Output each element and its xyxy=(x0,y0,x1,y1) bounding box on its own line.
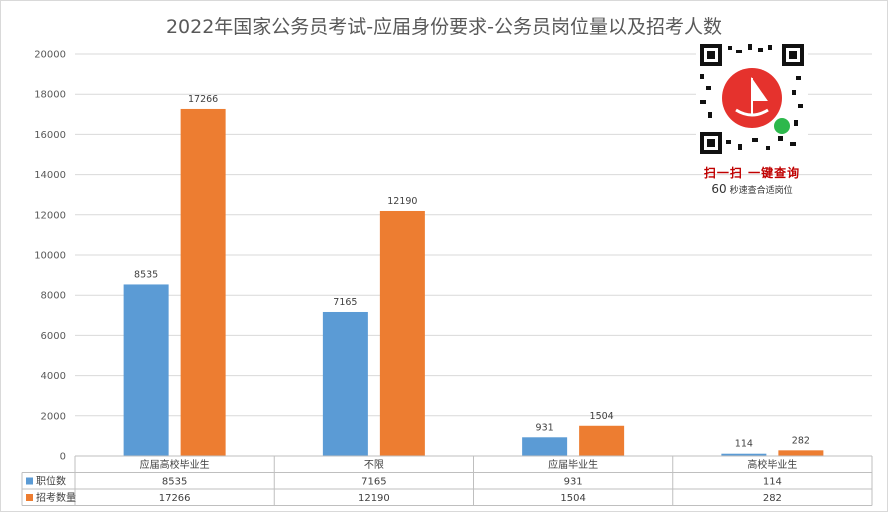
legend-label: 职位数 xyxy=(36,475,66,488)
x-tick-label: 应届毕业生 xyxy=(548,458,598,471)
data-label: 8535 xyxy=(134,269,158,280)
y-tick-label: 4000 xyxy=(41,371,66,382)
y-tick-label: 20000 xyxy=(34,50,66,61)
data-labels: 8535 17266 7165 12190 931 1504 114 282 xyxy=(134,94,810,450)
y-tick-label: 6000 xyxy=(41,331,66,342)
y-tick-label: 0 xyxy=(60,452,66,463)
data-label: 114 xyxy=(735,439,753,450)
y-tick-label: 18000 xyxy=(34,90,66,101)
table-value: 17266 xyxy=(159,493,191,504)
x-tick-label: 应届高校毕业生 xyxy=(140,458,210,471)
y-tick-label: 14000 xyxy=(34,170,66,181)
table-value: 931 xyxy=(564,477,583,488)
data-label: 931 xyxy=(536,422,554,433)
bar-positions xyxy=(721,453,767,456)
x-tick-label: 不限 xyxy=(364,459,384,471)
bar-recruits xyxy=(379,210,425,456)
data-label: 282 xyxy=(792,435,810,446)
table-value: 114 xyxy=(763,477,782,488)
bar-recruits xyxy=(180,108,226,456)
y-tick-label: 12000 xyxy=(34,210,66,221)
x-tick-label: 高校毕业生 xyxy=(747,458,797,471)
data-label: 17266 xyxy=(188,94,218,105)
y-tick-label: 8000 xyxy=(41,291,66,302)
data-label: 7165 xyxy=(333,297,357,308)
table-value: 282 xyxy=(763,493,782,504)
chart-title: 2022年国家公务员考试-应届身份要求-公务员岗位量以及招考人数 xyxy=(165,16,723,38)
bars xyxy=(123,108,824,456)
qr-code-icon[interactable] xyxy=(696,40,808,158)
qr-sub-number: 60 xyxy=(711,182,727,196)
legend-label: 招考数量 xyxy=(36,491,76,504)
data-label: 1504 xyxy=(590,411,614,422)
data-label: 12190 xyxy=(387,196,417,207)
table-value: 7165 xyxy=(361,477,386,488)
table-value: 12190 xyxy=(358,493,390,504)
bar-positions xyxy=(123,284,169,456)
table-value: 1504 xyxy=(560,493,585,504)
y-tick-label: 16000 xyxy=(34,130,66,141)
qr-sub-text: 60 秒速查合适岗位 xyxy=(686,182,818,196)
table-value: 8535 xyxy=(162,477,187,488)
qr-promo[interactable]: 扫一扫 一键查询 60 秒速查合适岗位 xyxy=(686,40,818,200)
legend-key xyxy=(26,494,33,501)
bar-recruits xyxy=(778,450,824,456)
y-axis-ticks: 0 2000 4000 6000 8000 10000 12000 14000 16000 180… xyxy=(34,50,66,463)
y-tick-label: 10000 xyxy=(34,251,66,262)
bar-positions xyxy=(522,437,568,456)
bar-recruits xyxy=(579,425,625,456)
qr-sub-label: 秒速查合适岗位 xyxy=(729,186,793,196)
bar-positions xyxy=(322,311,368,456)
legend-key xyxy=(26,477,33,485)
y-tick-label: 2000 xyxy=(41,411,66,422)
qr-cta-text: 扫一扫 一键查询 xyxy=(703,166,801,180)
